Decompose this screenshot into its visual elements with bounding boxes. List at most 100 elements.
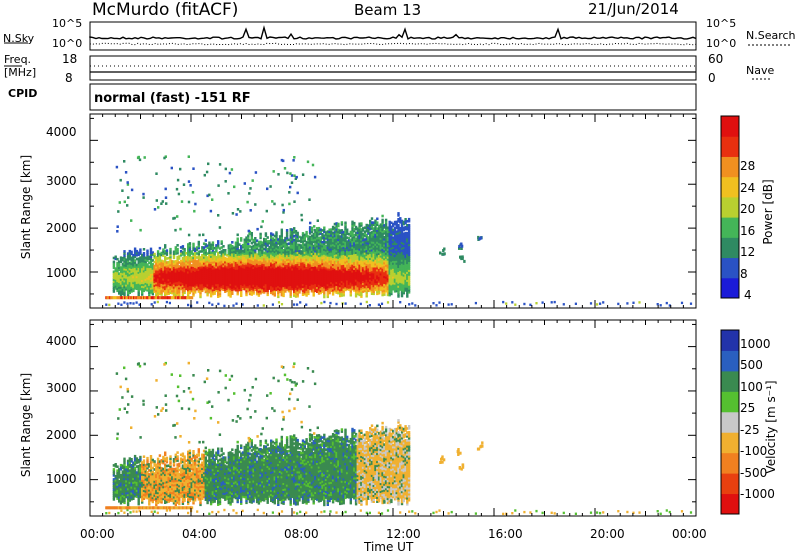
power-cell [268,267,271,271]
power-cell [183,285,186,289]
power-cell [192,290,195,293]
power-cell [213,270,216,274]
power-cell [241,277,245,281]
power-cell [143,156,146,159]
power-cell [172,252,176,256]
power-cell [285,276,289,279]
power-cell [280,285,283,289]
power-cell [275,264,278,268]
power-cell [209,271,213,274]
power-cell [139,287,142,291]
power-cell [201,265,204,269]
power-cell [294,239,298,243]
power-cell [149,257,153,261]
power-cell [194,261,197,264]
power-cell [264,273,268,277]
power-cell [307,264,310,268]
power-cell [118,286,121,289]
power-cell [250,271,253,275]
power-cell [280,272,283,275]
power-cell [316,262,319,266]
power-cell [151,286,154,290]
power-cell [257,284,261,287]
power-cell [289,255,292,259]
power-cell [252,238,255,242]
power-cell [170,166,173,170]
power-cell [201,287,204,291]
power-cell [167,282,170,286]
power-cell [224,278,227,282]
power-cell [275,288,278,292]
power-cell [148,269,151,272]
power-cell [312,240,315,244]
power-cell [331,271,335,274]
power-cell [292,159,295,162]
power-cell [337,250,340,253]
power-cell [337,224,340,228]
power-cell [183,277,186,281]
power-cell [331,239,335,243]
power-cell [211,292,215,296]
power-cell [342,230,345,234]
power-cell [229,295,232,298]
power-cell [146,251,149,254]
power-cell [236,277,239,280]
power-cell [252,264,255,268]
power-cell [342,234,345,238]
power-cell [245,244,248,247]
power-cell [197,290,200,293]
power-cell [160,267,163,271]
power-cell [300,277,303,281]
power-cell [255,267,259,270]
power-cell [308,232,312,235]
power-cell [250,279,253,282]
power-cell [119,286,123,289]
power-cell [231,268,234,272]
power-cell [298,269,301,272]
power-cell [236,243,239,246]
power-cell [182,183,186,186]
power-cell [240,260,243,264]
power-cell [197,246,200,250]
power-cell [293,284,296,287]
power-cell [240,278,243,282]
power-cell [194,265,197,268]
power-cell [247,287,250,291]
power-cell [308,245,312,249]
power-cell [284,260,287,264]
power-cell [232,287,236,291]
power-cell [261,265,264,268]
power-cell [206,274,209,277]
power-cell [316,250,319,254]
power-cell [178,282,181,286]
power-cell [112,272,116,276]
power-cell [204,239,207,242]
power-cell [346,262,349,265]
power-cell [254,237,257,240]
power-cell [167,284,170,288]
power-cell [340,231,344,234]
power-cell [321,266,324,270]
power-cell [208,251,211,254]
power-cell [301,269,305,273]
power-cell [319,250,322,253]
power-cell [247,248,250,251]
power-cell [149,283,153,286]
power-cell [550,301,553,304]
power-cell [326,238,329,241]
power-cell [218,259,222,262]
power-cell [303,265,306,268]
power-cell [174,289,177,293]
power-cell [293,200,296,203]
power-cell [192,272,195,275]
power-cell [333,232,337,236]
power-cell [289,279,292,283]
power-cell [301,234,305,237]
power-cell [319,258,322,261]
power-cell [176,275,179,279]
power-cell [301,277,305,281]
power-cell [254,252,257,256]
power-cell [282,262,285,266]
power-cell [116,271,119,275]
power-cell [328,272,331,275]
